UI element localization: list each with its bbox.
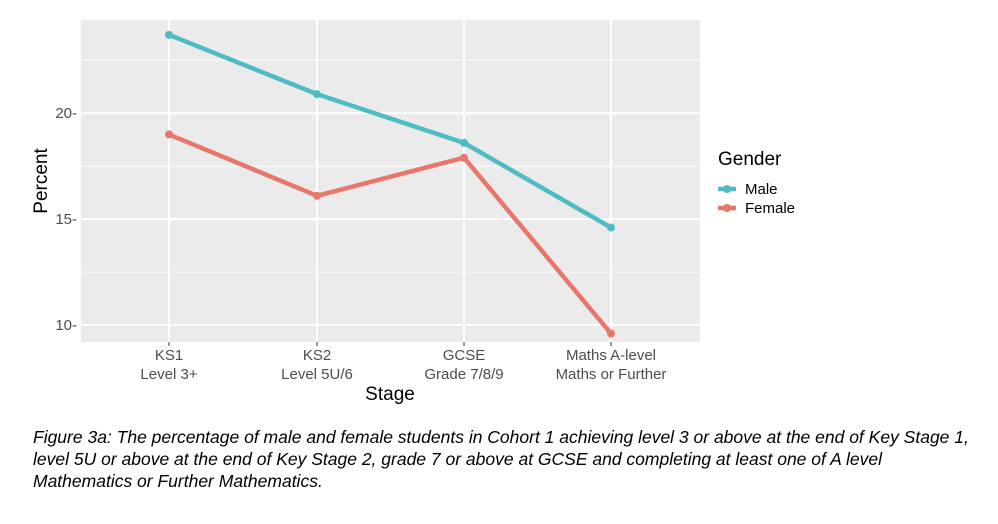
x-tick-label: KS2 Level 5U/6 [281, 347, 353, 383]
data-point-male [165, 30, 173, 39]
data-point-male [460, 138, 468, 147]
legend-label-male: Male [745, 181, 778, 198]
x-axis-ticks: KS1 Level 3+ KS2 Level 5U/6 GCSE Grade 7/8/9 M… [140, 342, 666, 383]
series-lines [168, 32, 613, 335]
data-point-female [313, 191, 321, 200]
x-tick-label: Maths A-level Maths or Further [556, 347, 667, 383]
legend-key-point-female [723, 204, 731, 212]
legend-title: Gender [718, 149, 782, 170]
y-tick-label: 10- [55, 317, 77, 334]
legend-label-female: Female [745, 200, 795, 217]
y-tick-label: 20- [55, 105, 77, 122]
major-gridlines [81, 20, 700, 342]
y-axis-ticks: 10- 15- 20- [55, 105, 77, 334]
x-tick-label: GCSE Grade 7/8/9 [424, 347, 503, 383]
y-tick-label: 15- [55, 211, 77, 228]
legend-key-point-male [723, 185, 731, 193]
line-chart: 10- 15- 20- KS1 Level 3+ KS2 Level 5U/6 GCSE Gr… [31, 20, 795, 405]
data-point-male [607, 223, 615, 232]
figure-caption: Figure 3a: The percentage of male and fe… [33, 427, 969, 491]
minor-gridlines [81, 59, 700, 273]
data-point-female [165, 130, 173, 139]
x-tick-label: KS1 Level 3+ [140, 347, 197, 383]
series-line-female [168, 132, 613, 335]
series-line-male [168, 32, 613, 230]
legend: Gender Male Female [718, 149, 795, 217]
x-axis-title: Stage [365, 384, 415, 405]
y-axis-title: Percent [31, 148, 52, 214]
data-point-female [607, 329, 615, 338]
plot-panel [81, 20, 700, 342]
data-point-female [460, 153, 468, 162]
data-point-male [313, 90, 321, 99]
series-points [165, 30, 615, 338]
